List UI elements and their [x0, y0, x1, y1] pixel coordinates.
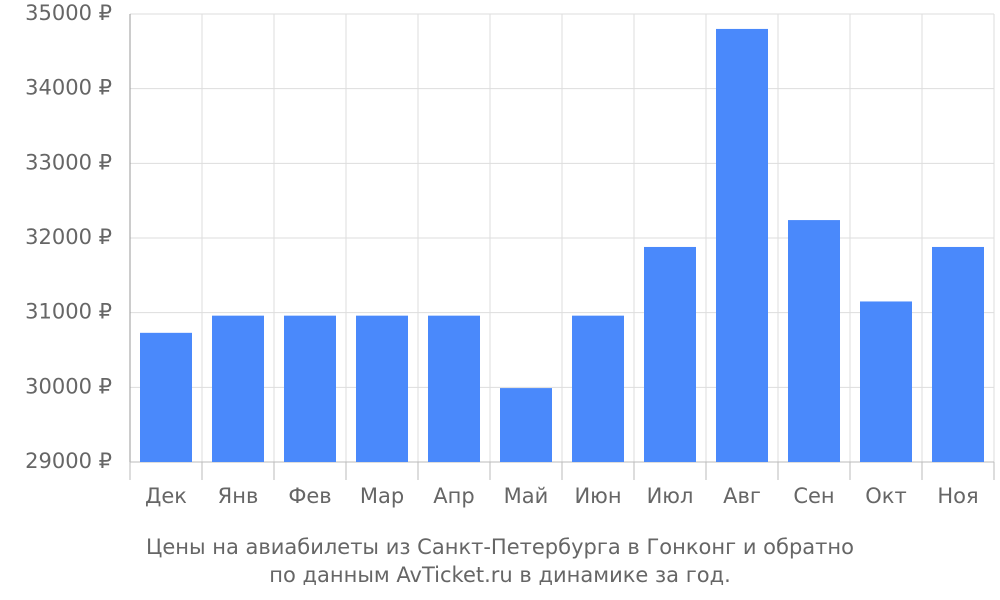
- x-tick-label: Мар: [360, 484, 404, 508]
- chart-title: Цены на авиабилеты из Санкт-Петербурга в…: [146, 535, 854, 559]
- bar: [140, 332, 192, 462]
- bar: [212, 315, 264, 462]
- x-tick-label: Окт: [865, 484, 906, 508]
- bar: [572, 315, 624, 462]
- bar: [716, 28, 768, 463]
- y-tick-label: 33000 ₽: [25, 150, 112, 174]
- bar: [788, 220, 840, 462]
- x-tick-label: Июн: [574, 484, 621, 508]
- x-tick-label: Май: [504, 484, 549, 508]
- bar: [644, 246, 696, 462]
- y-tick-label: 34000 ₽: [25, 76, 112, 100]
- x-tick-label: Янв: [218, 484, 259, 508]
- bar: [860, 301, 912, 462]
- bar: [356, 315, 408, 462]
- x-tick-label: Авг: [723, 484, 761, 508]
- x-tick-label: Дек: [145, 484, 187, 508]
- y-tick-label: 31000 ₽: [25, 300, 112, 324]
- bar: [284, 315, 336, 462]
- x-tick-label: Сен: [793, 484, 834, 508]
- x-tick-label: Июл: [647, 484, 694, 508]
- x-tick-label: Ноя: [937, 484, 978, 508]
- y-tick-label: 30000 ₽: [25, 374, 112, 398]
- x-tick-label: Фев: [288, 484, 331, 508]
- y-tick-label: 29000 ₽: [25, 449, 112, 473]
- y-tick-label: 32000 ₽: [25, 225, 112, 249]
- x-tick-label: Апр: [433, 484, 474, 508]
- chart-subtitle: по данным AvTicket.ru в динамике за год.: [269, 563, 731, 587]
- bar: [500, 388, 552, 462]
- bar: [428, 315, 480, 462]
- bar: [932, 246, 984, 462]
- y-tick-label: 35000 ₽: [25, 1, 112, 25]
